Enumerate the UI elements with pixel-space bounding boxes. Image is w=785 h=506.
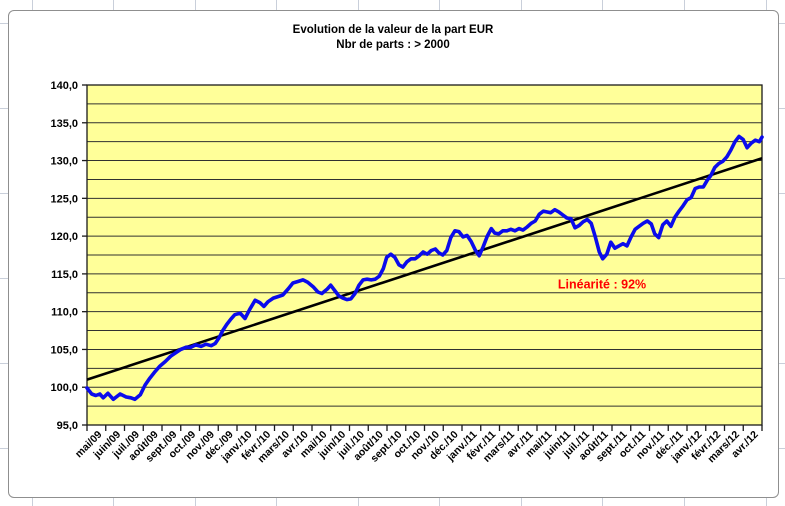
sheet-gridline-stub	[0, 363, 8, 364]
y-axis-tick-label: 120,0	[50, 231, 78, 243]
sheet-gridline-stub	[684, 0, 685, 10]
sheet-gridline-stub	[602, 0, 603, 10]
sheet-gridline-stub	[0, 278, 8, 279]
sheet-gridline-stub	[439, 0, 440, 10]
sheet-gridline-stub	[0, 448, 8, 449]
y-axis-tick-label: 135,0	[50, 118, 78, 130]
y-axis-tick-label: 125,0	[50, 193, 78, 205]
sheet-gridline-stub	[766, 0, 767, 10]
sheet-gridline-stub	[766, 498, 767, 506]
sheet-gridline-stub	[684, 498, 685, 506]
sheet-gridline-stub	[439, 498, 440, 506]
sheet-gridline-stub	[32, 0, 33, 10]
sheet-gridline-stub	[779, 108, 785, 109]
sheet-gridline-stub	[779, 363, 785, 364]
sheet-gridline-stub	[358, 0, 359, 10]
sheet-gridline-stub	[32, 498, 33, 506]
sheet-gridline-stub	[0, 193, 8, 194]
sheet-gridline-stub	[113, 0, 114, 10]
sheet-gridline-stub	[195, 0, 196, 10]
series-line	[85, 134, 764, 402]
chart-subtitle: Nbr de parts : > 2000	[336, 39, 450, 51]
y-axis-tick-label: 105,0	[50, 344, 78, 356]
y-axis-tick-label: 100,0	[50, 382, 78, 394]
linearity-annotation: Linéarité : 92%	[558, 277, 646, 291]
y-axis-tick-label: 115,0	[51, 269, 78, 281]
sheet-gridline-stub	[195, 498, 196, 506]
sheet-gridline-stub	[779, 278, 785, 279]
sheet-gridline-stub	[521, 498, 522, 506]
sheet-gridline-stub	[779, 23, 785, 24]
sheet-gridline-stub	[779, 193, 785, 194]
sheet-gridline-stub	[276, 0, 277, 10]
sheet-gridline-stub	[0, 23, 8, 24]
y-axis-tick-label: 95,0	[57, 420, 78, 432]
sheet-gridline-stub	[0, 108, 8, 109]
sheet-gridline-stub	[276, 498, 277, 506]
chart-title: Evolution de la valeur de la part EUR	[292, 24, 494, 36]
sheet-gridline-stub	[521, 0, 522, 10]
trend-line	[86, 157, 763, 381]
sheet-gridline-stub	[113, 498, 114, 506]
y-axis-tick-label: 140,0	[50, 80, 78, 92]
y-axis-tick-label: 110,0	[51, 307, 78, 319]
sheet-gridline-stub	[779, 448, 785, 449]
sheet-gridline-stub	[602, 498, 603, 506]
y-axis-tick-label: 130,0	[50, 156, 78, 168]
sheet-gridline-stub	[358, 498, 359, 506]
chart-title-block: Evolution de la valeur de la part EUR Nb…	[8, 23, 778, 53]
